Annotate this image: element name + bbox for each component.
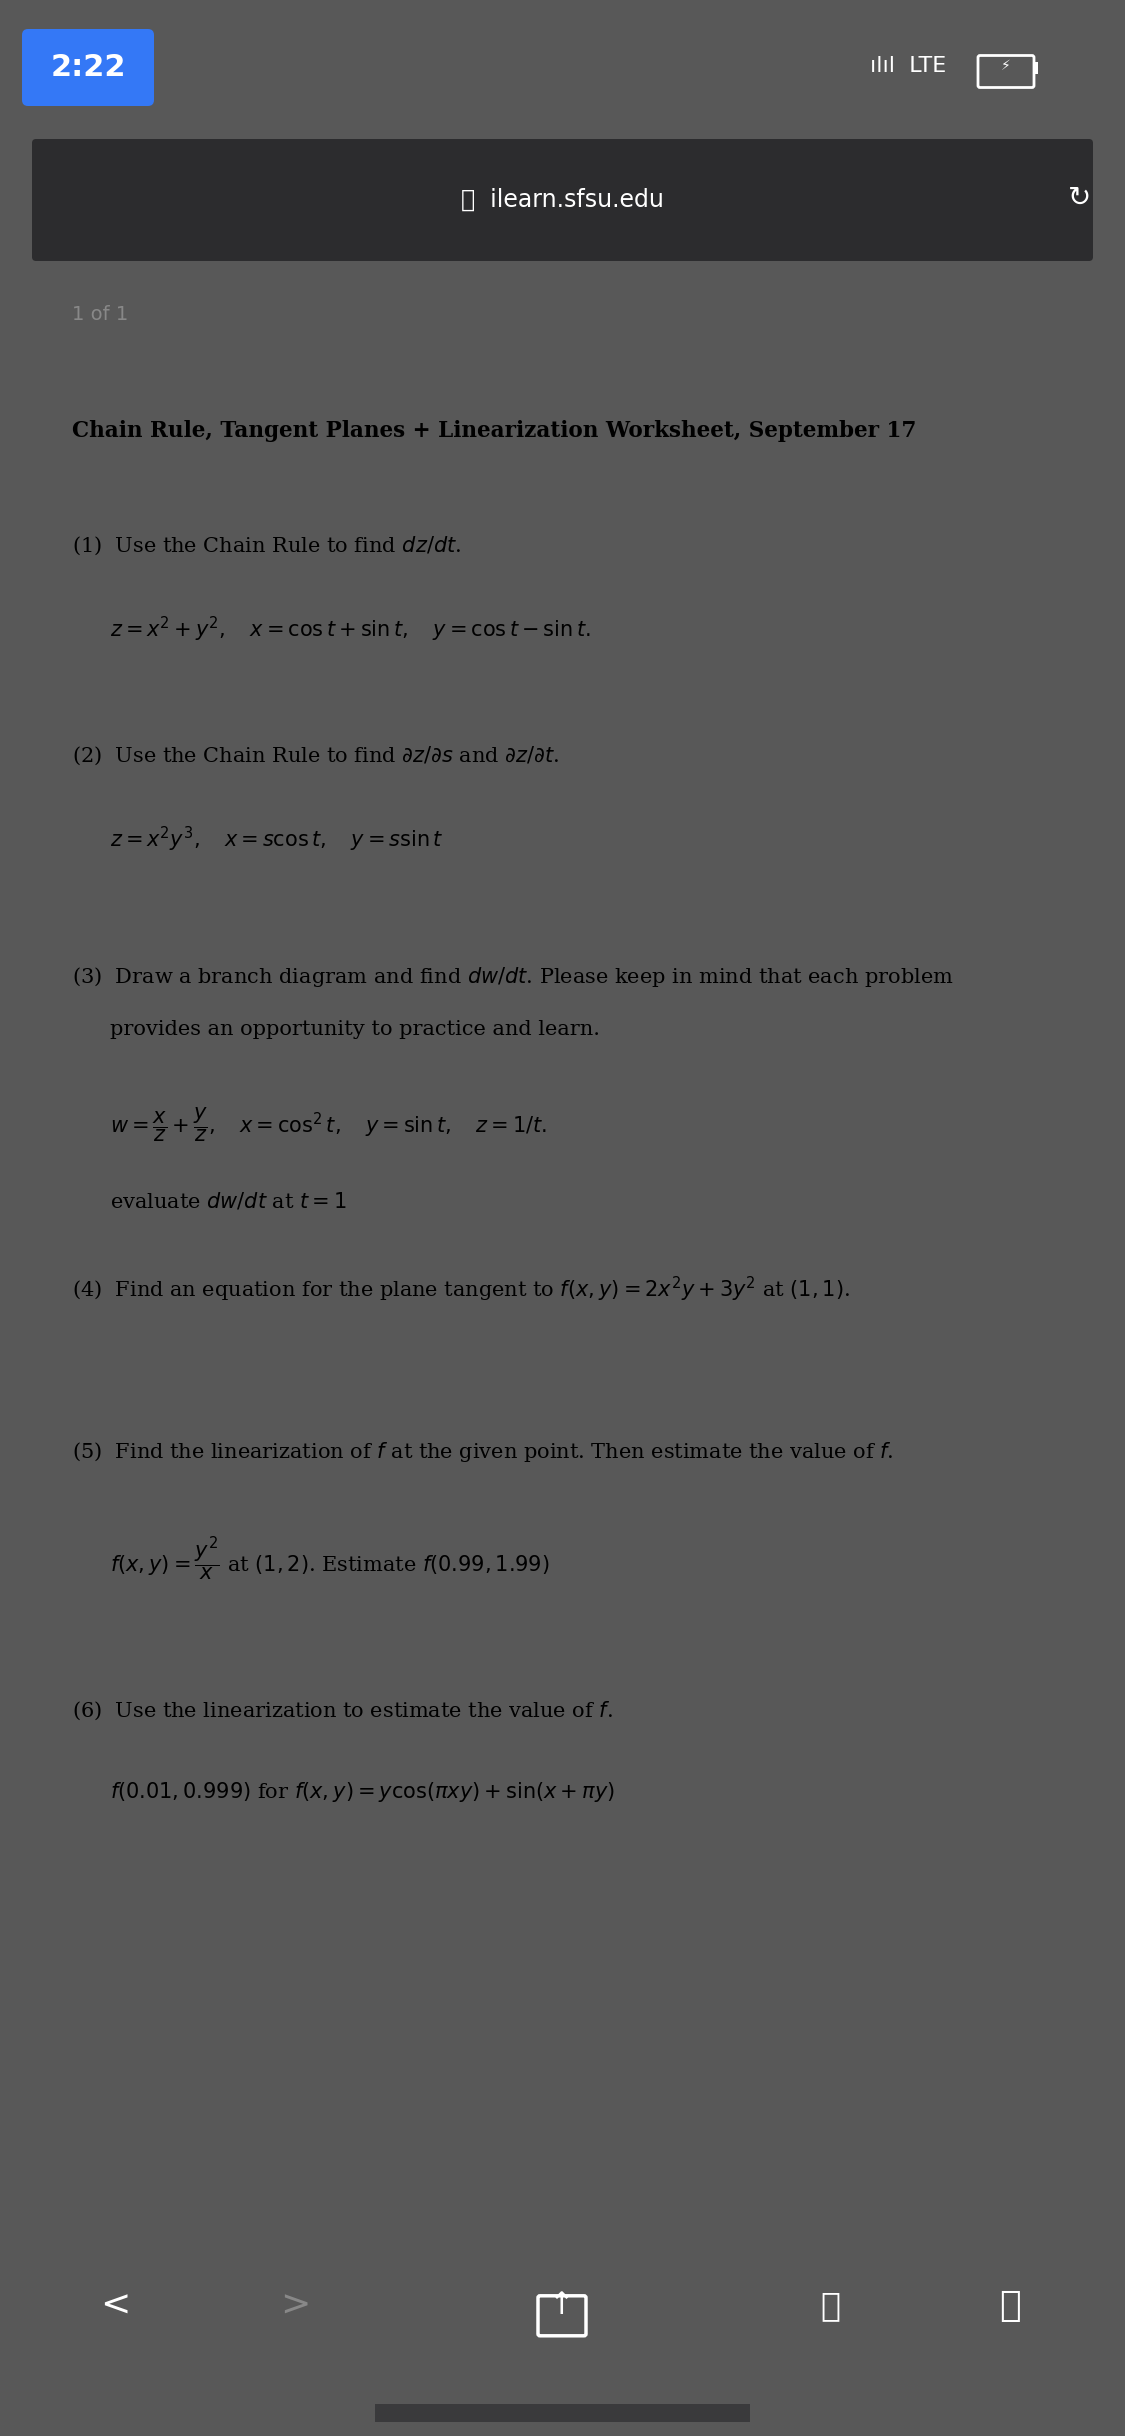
Text: $z = x^2 + y^2, \quad x = \cos t + \sin t, \quad y = \cos t - \sin t.$: $z = x^2 + y^2, \quad x = \cos t + \sin … xyxy=(110,614,591,643)
Text: (1)  Use the Chain Rule to find $dz/dt$.: (1) Use the Chain Rule to find $dz/dt$. xyxy=(72,536,461,558)
Text: (3)  Draw a branch diagram and find $dw/dt$. Please keep in mind that each probl: (3) Draw a branch diagram and find $dw/d… xyxy=(72,965,954,989)
FancyBboxPatch shape xyxy=(375,2404,750,2421)
Text: ↑: ↑ xyxy=(549,2292,575,2322)
Text: $w = \dfrac{x}{z} + \dfrac{y}{z}, \quad x = \cos^2 t, \quad y = \sin t, \quad z : $w = \dfrac{x}{z} + \dfrac{y}{z}, \quad … xyxy=(110,1106,547,1142)
Text: ılıl  LTE: ılıl LTE xyxy=(870,56,946,76)
Text: (2)  Use the Chain Rule to find $\partial z/\partial s$ and $\partial z/\partial: (2) Use the Chain Rule to find $\partial… xyxy=(72,745,559,767)
Bar xyxy=(1033,61,1038,73)
FancyBboxPatch shape xyxy=(22,29,154,107)
Text: (5)  Find the linearization of $f$ at the given point. Then estimate the value o: (5) Find the linearization of $f$ at the… xyxy=(72,1440,893,1464)
Text: 1 of 1: 1 of 1 xyxy=(72,304,128,324)
Text: ⧉: ⧉ xyxy=(999,2290,1020,2324)
Text: $z = x^2 y^3, \quad x = s\cos t, \quad y = s\sin t$: $z = x^2 y^3, \quad x = s\cos t, \quad y… xyxy=(110,826,443,855)
Text: Chain Rule, Tangent Planes + Linearization Worksheet, September 17: Chain Rule, Tangent Planes + Linearizati… xyxy=(72,419,917,441)
Text: $f(0.01, 0.999)$ for $f(x,y) = y\cos(\pi xy) + \sin(x + \pi y)$: $f(0.01, 0.999)$ for $f(x,y) = y\cos(\pi… xyxy=(110,1781,614,1805)
Text: evaluate $dw/dt$ at $t = 1$: evaluate $dw/dt$ at $t = 1$ xyxy=(110,1191,346,1211)
Text: 📖: 📖 xyxy=(820,2290,840,2322)
Text: ⚡: ⚡ xyxy=(1001,58,1011,73)
Text: >: > xyxy=(280,2290,310,2324)
Text: ↻: ↻ xyxy=(1069,185,1091,212)
Text: 🔒  ilearn.sfsu.edu: 🔒 ilearn.sfsu.edu xyxy=(460,188,664,212)
Text: provides an opportunity to practice and learn.: provides an opportunity to practice and … xyxy=(110,1021,600,1040)
Text: 2:22: 2:22 xyxy=(51,54,126,83)
Text: <: < xyxy=(100,2290,130,2324)
Text: (6)  Use the linearization to estimate the value of $f$.: (6) Use the linearization to estimate th… xyxy=(72,1700,613,1722)
Text: $f(x,y) = \dfrac{y^2}{x}$ at $(1, 2)$. Estimate $f(0.99, 1.99)$: $f(x,y) = \dfrac{y^2}{x}$ at $(1, 2)$. E… xyxy=(110,1535,550,1583)
FancyBboxPatch shape xyxy=(32,139,1094,261)
Text: (4)  Find an equation for the plane tangent to $f(x,y) = 2x^2 y + 3y^2$ at $(1, : (4) Find an equation for the plane tange… xyxy=(72,1274,850,1303)
